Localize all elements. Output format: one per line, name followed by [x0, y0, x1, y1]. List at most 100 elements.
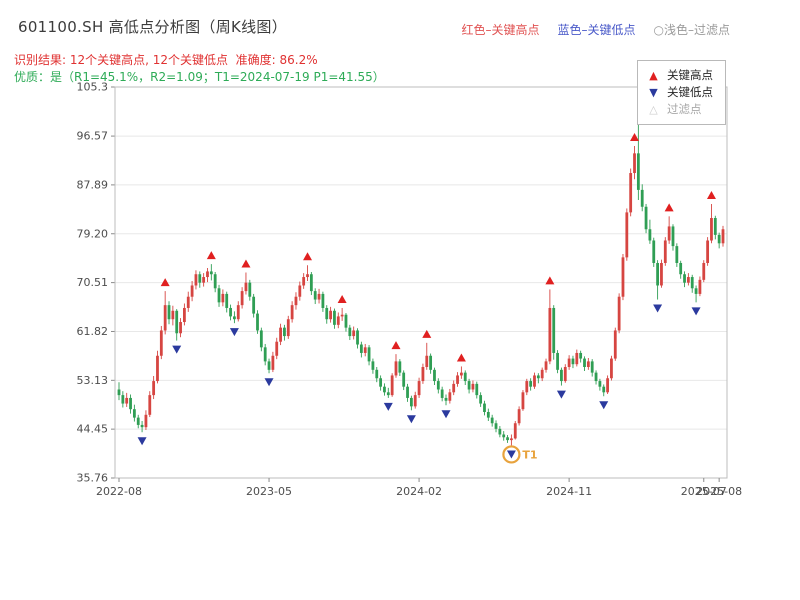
- key-high-marker: [337, 294, 347, 303]
- key-high-marker: [241, 259, 251, 268]
- candle-body: [686, 277, 690, 283]
- y-tick-label: 87.89: [77, 178, 109, 191]
- candle-body: [248, 282, 252, 297]
- candle-body: [617, 296, 621, 331]
- candle-body: [590, 361, 594, 373]
- y-tick-label: 70.51: [77, 276, 109, 289]
- candle-body: [225, 293, 229, 308]
- y-tick-label: 53.13: [77, 374, 109, 387]
- candle-body: [409, 397, 413, 407]
- candle-body: [506, 437, 509, 441]
- candle-body: [159, 330, 163, 356]
- candle-body: [598, 381, 602, 387]
- candle-body: [279, 327, 282, 342]
- candle-body: [667, 226, 671, 241]
- candle-body: [648, 229, 652, 241]
- key-high-marker: [422, 329, 432, 338]
- candle-body: [536, 375, 540, 379]
- candle-body: [233, 316, 236, 320]
- candle-body: [183, 307, 186, 323]
- candle-body: [636, 153, 640, 190]
- candle-body: [425, 355, 429, 368]
- candle-body: [217, 288, 221, 303]
- candle-body: [552, 307, 556, 353]
- candle-body: [640, 189, 644, 207]
- candle-body: [329, 310, 332, 320]
- candle-body: [560, 369, 563, 382]
- x-tick-label: 2025-07: [681, 485, 727, 498]
- x-tick-label: 2024-11: [546, 485, 592, 498]
- candle-body: [652, 240, 656, 263]
- key-low-marker: [599, 401, 609, 410]
- candle-body: [144, 414, 148, 428]
- candle-body: [571, 358, 575, 365]
- candle-body: [694, 288, 698, 294]
- legend-label: 关键低点: [667, 85, 713, 99]
- candle-body: [710, 218, 713, 241]
- candle-body: [121, 395, 125, 404]
- y-tick-label: 105.3: [77, 81, 109, 94]
- key-low-marker: [172, 345, 182, 354]
- legend-item-filtered: △ 过滤点: [647, 101, 713, 118]
- key-high-marker: [206, 251, 216, 260]
- candle-body: [344, 314, 348, 328]
- candle-body: [444, 397, 448, 401]
- candle-body: [152, 381, 156, 396]
- candle-body: [533, 375, 536, 387]
- candle-body: [633, 153, 636, 174]
- candle-body: [490, 417, 494, 424]
- candle-body: [713, 218, 717, 235]
- key-high-marker: [706, 190, 716, 199]
- candle-body: [521, 392, 525, 410]
- candle-body: [479, 395, 483, 404]
- candle-body: [275, 341, 279, 356]
- key-high-marker: [664, 203, 674, 212]
- candle-body: [475, 383, 479, 396]
- candle-body: [575, 352, 579, 365]
- candle-body: [256, 313, 259, 331]
- candle-body: [698, 279, 702, 294]
- candle-body: [363, 347, 367, 353]
- y-tick-label: 61.82: [77, 325, 109, 338]
- candle-body: [359, 344, 363, 353]
- t1-label: T1: [522, 448, 537, 461]
- candle-body: [417, 381, 421, 396]
- candle-body: [140, 424, 144, 428]
- candle-body: [371, 361, 375, 370]
- candle-body: [190, 285, 194, 297]
- candle-body: [459, 372, 463, 376]
- candle-body: [579, 352, 583, 359]
- candle-body: [656, 262, 659, 286]
- candle-body: [156, 355, 159, 382]
- candle-body: [440, 389, 444, 398]
- inline-legend: 红色–关键高点 蓝色–关键低点 ○浅色–过滤点: [461, 21, 730, 38]
- candle-body: [394, 361, 398, 376]
- candle-body: [629, 173, 633, 213]
- legend-label: 过滤点: [667, 102, 702, 116]
- candle-body: [375, 369, 379, 379]
- candle-body: [348, 327, 352, 337]
- candle-body: [267, 361, 271, 370]
- y-tick-label: 96.57: [77, 130, 109, 143]
- candle-body: [463, 372, 467, 382]
- key-high-marker: [456, 353, 466, 362]
- candle-body: [398, 361, 402, 373]
- key-high-marker: [391, 341, 401, 350]
- candle-body: [421, 367, 425, 382]
- plot-border: [114, 86, 728, 479]
- candle-body: [448, 392, 452, 401]
- recognition-result-text: 识别结果: 12个关键高点, 12个关键低点 准确度: 86.2%: [14, 53, 318, 67]
- candle-body: [313, 291, 317, 300]
- x-tick-label: 2025-08: [696, 485, 742, 498]
- candle-body: [517, 409, 521, 424]
- x-tick-label: 2022-08: [96, 485, 142, 498]
- candle-body: [333, 310, 336, 325]
- candle-body: [717, 234, 721, 244]
- candle-body: [436, 381, 440, 390]
- chart-legend: ▲ 关键高点 ▼ 关键低点 △ 过滤点: [637, 60, 726, 125]
- candle-body: [525, 381, 529, 393]
- candle-body: [606, 378, 609, 393]
- candle-body: [486, 411, 490, 418]
- candle-body: [483, 403, 486, 412]
